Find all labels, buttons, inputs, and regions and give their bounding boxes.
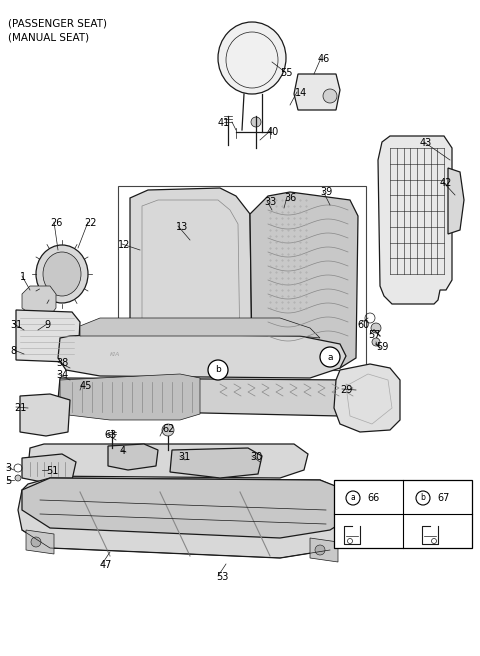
Text: (PASSENGER SEAT): (PASSENGER SEAT) xyxy=(8,18,107,28)
Text: 55: 55 xyxy=(280,68,292,78)
Text: 42: 42 xyxy=(440,178,452,188)
Polygon shape xyxy=(58,334,346,378)
Ellipse shape xyxy=(36,245,88,303)
Text: 60: 60 xyxy=(357,320,369,330)
Text: 8: 8 xyxy=(10,346,16,356)
Text: 31: 31 xyxy=(10,320,22,330)
Polygon shape xyxy=(58,378,364,416)
Text: 57: 57 xyxy=(368,330,381,340)
Text: 26: 26 xyxy=(50,218,62,228)
Text: 39: 39 xyxy=(320,187,332,197)
Text: 9: 9 xyxy=(44,320,50,330)
Polygon shape xyxy=(108,444,158,470)
Ellipse shape xyxy=(218,22,286,94)
Bar xyxy=(118,186,366,370)
Polygon shape xyxy=(18,478,360,558)
Polygon shape xyxy=(22,478,356,538)
Text: 45: 45 xyxy=(80,381,92,391)
Text: 38: 38 xyxy=(56,358,68,368)
Polygon shape xyxy=(20,394,70,436)
Circle shape xyxy=(188,358,196,366)
Polygon shape xyxy=(80,318,320,338)
Circle shape xyxy=(298,345,318,365)
Text: b: b xyxy=(420,493,425,502)
Polygon shape xyxy=(310,538,338,562)
Text: 53: 53 xyxy=(216,572,228,582)
Polygon shape xyxy=(294,74,340,110)
Bar xyxy=(334,480,472,548)
Text: 62: 62 xyxy=(162,424,174,434)
Circle shape xyxy=(251,117,261,127)
Text: 30: 30 xyxy=(250,452,262,462)
Circle shape xyxy=(303,350,313,360)
Text: 12: 12 xyxy=(118,240,131,250)
Text: 13: 13 xyxy=(176,222,188,232)
Circle shape xyxy=(162,424,174,436)
Circle shape xyxy=(346,491,360,505)
Polygon shape xyxy=(60,374,200,420)
Text: 29: 29 xyxy=(340,385,352,395)
Polygon shape xyxy=(26,530,54,554)
Text: (MANUAL SEAT): (MANUAL SEAT) xyxy=(8,32,89,42)
Polygon shape xyxy=(250,192,358,368)
Text: 34: 34 xyxy=(56,370,68,380)
Text: 1: 1 xyxy=(20,272,26,282)
Text: 41: 41 xyxy=(218,118,230,128)
Circle shape xyxy=(31,537,41,547)
Circle shape xyxy=(323,89,337,103)
Text: a: a xyxy=(327,352,333,361)
Circle shape xyxy=(371,323,381,333)
Text: 59: 59 xyxy=(376,342,388,352)
Text: a: a xyxy=(350,493,355,502)
Circle shape xyxy=(208,360,228,380)
Polygon shape xyxy=(22,286,56,316)
Text: b: b xyxy=(215,365,221,375)
Polygon shape xyxy=(378,136,452,304)
Polygon shape xyxy=(130,188,252,368)
Polygon shape xyxy=(170,448,262,478)
Circle shape xyxy=(184,354,200,370)
Text: 3: 3 xyxy=(5,463,11,473)
Circle shape xyxy=(416,491,430,505)
Polygon shape xyxy=(22,454,76,484)
Text: 66: 66 xyxy=(367,493,379,503)
Text: 33: 33 xyxy=(264,197,276,207)
Polygon shape xyxy=(16,310,80,362)
Circle shape xyxy=(372,338,380,346)
Text: 63: 63 xyxy=(104,430,116,440)
Text: 67: 67 xyxy=(437,493,449,503)
Text: 31: 31 xyxy=(178,452,190,462)
Circle shape xyxy=(320,347,340,367)
Text: KIA: KIA xyxy=(110,352,120,357)
Text: 43: 43 xyxy=(420,138,432,148)
Text: 4: 4 xyxy=(120,446,126,456)
Polygon shape xyxy=(334,364,400,432)
Text: 40: 40 xyxy=(267,127,279,137)
Circle shape xyxy=(315,545,325,555)
Text: 51: 51 xyxy=(46,466,59,476)
Polygon shape xyxy=(28,444,308,478)
Text: 14: 14 xyxy=(295,88,307,98)
Text: 36: 36 xyxy=(284,193,296,203)
Circle shape xyxy=(15,475,21,481)
Text: 22: 22 xyxy=(84,218,96,228)
Polygon shape xyxy=(448,168,464,234)
Text: 47: 47 xyxy=(100,560,112,570)
Text: 5: 5 xyxy=(5,476,11,486)
Text: 21: 21 xyxy=(14,403,26,413)
Ellipse shape xyxy=(43,252,81,296)
Text: 46: 46 xyxy=(318,54,330,64)
